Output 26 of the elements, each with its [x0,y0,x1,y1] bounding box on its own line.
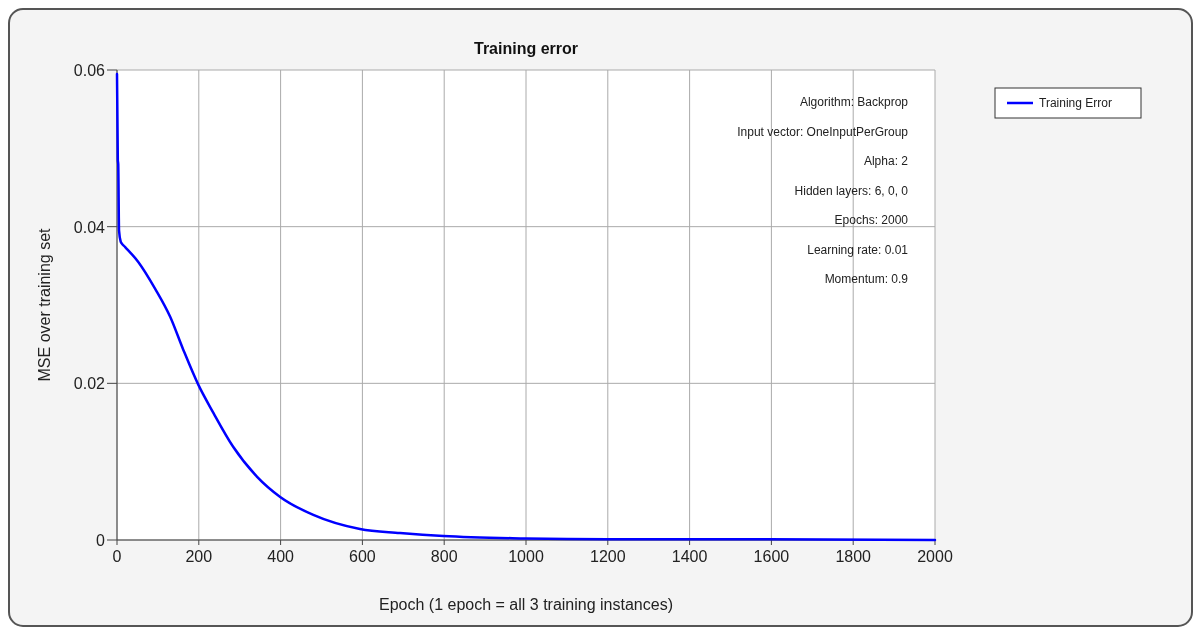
x-tick-label: 1800 [835,548,872,565]
x-tick-label: 200 [185,548,213,565]
x-tick-label: 400 [267,548,295,565]
x-tick-label: 0 [112,548,122,565]
annotation: Learning rate: 0.01 [807,242,909,257]
x-tick-label: 1400 [671,548,708,565]
x-tick-label: 2000 [917,548,953,565]
x-tick-label: 1600 [753,548,790,565]
x-tick-label: 1200 [590,548,626,565]
annotation: Epochs: 2000 [834,213,909,227]
x-tick-label: 800 [430,548,458,565]
y-tick-label: 0 [96,532,106,549]
y-tick-label: 0.06 [73,62,106,79]
chart-title: Training error [473,40,579,57]
annotation: Input vector: OneInputPerGroup [737,124,909,139]
x-tick-label: 600 [349,548,376,565]
x-tick-label: 1000 [508,548,544,565]
x-axis-title: Epoch (1 epoch = all 3 training instances) [379,596,673,613]
legend-label: Training Error [1039,96,1112,110]
annotation: Momentum: 0.9 [824,272,909,286]
y-axis-title: MSE over training set [36,227,53,382]
annotation: Algorithm: Backprop [799,95,909,109]
annotation: Alpha: 2 [863,154,909,168]
y-tick-label: 0.02 [73,375,106,393]
annotation: Hidden layers: 6, 0, 0 [794,183,909,198]
y-tick-label: 0.04 [73,218,106,236]
